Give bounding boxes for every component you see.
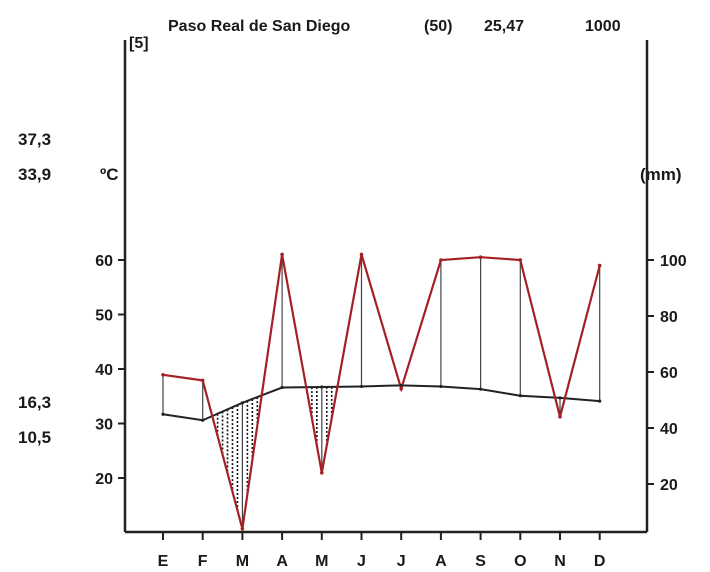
abs-min-temp: 10,5 (18, 428, 51, 447)
observation-years: (50) (424, 18, 452, 35)
precipitation-point (558, 415, 562, 419)
temperature-point (518, 394, 522, 398)
temperature-point (399, 383, 403, 387)
station-name: Paso Real de San Diego (168, 18, 351, 35)
temperature-point (439, 384, 443, 389)
precipitation-point (597, 263, 602, 268)
right-axis-label: (mm) (640, 165, 682, 184)
precipitation-point (200, 378, 205, 383)
abs-max-temp: 37,3 (18, 130, 51, 149)
x-tick-label: A (276, 553, 288, 570)
temperature-point (558, 396, 562, 400)
left-tick-label: 40 (95, 362, 113, 379)
x-tick-label: E (158, 553, 169, 570)
right-tick-label: 100 (660, 253, 687, 270)
annual-mean-temp: 25,47 (484, 18, 524, 35)
left-tick-label: 30 (95, 417, 113, 434)
precipitation-point (478, 255, 483, 259)
temperature-point (479, 387, 483, 391)
x-tick-label: D (594, 553, 606, 570)
annual-precip: 1000 (585, 18, 621, 35)
precipitation-point (280, 252, 284, 257)
mean-max-temp: 33,9 (18, 165, 51, 184)
temperature-point (359, 384, 364, 389)
temperature-point (320, 385, 324, 389)
temperature-point (240, 401, 244, 405)
temperature-point (598, 399, 602, 403)
x-tick-label: A (435, 553, 447, 570)
right-tick-label: 40 (660, 421, 678, 438)
right-tick-label: 80 (660, 309, 678, 326)
temperature-line (162, 384, 600, 422)
precipitation-point (518, 258, 523, 262)
x-tick-label: F (198, 553, 208, 570)
precipitation-point (359, 252, 364, 257)
right-tick-label: 60 (660, 365, 678, 382)
precipitation-point (399, 387, 404, 391)
x-tick-label: O (514, 553, 526, 570)
left-tick-label: 20 (95, 471, 113, 488)
left-tick-label: 50 (95, 308, 113, 325)
plot-axes (123, 40, 649, 534)
right-tick-label: 20 (660, 477, 678, 494)
plot-fills (162, 254, 601, 529)
precipitation-point (240, 527, 245, 531)
left-tick-label: 60 (95, 253, 113, 270)
precipitation-point (161, 373, 165, 377)
precipitation-line (162, 254, 601, 530)
side-values: 37,3 33,9 16,3 10,5 ºC (mm) (18, 130, 682, 447)
chart-header: Paso Real de San Diego (50) 25,47 1000 [… (129, 18, 621, 52)
plot-lines (161, 252, 602, 531)
x-tick-label: M (315, 553, 328, 570)
temp-years-note: [5] (129, 35, 149, 52)
axis-ticks: 20 30 40 50 60 20 40 60 80 100 E F M A M J J A S O N D (95, 253, 687, 570)
x-tick-label: J (397, 553, 406, 570)
x-tick-label: M (236, 553, 249, 570)
precipitation-point (439, 258, 443, 262)
precipitation-point (320, 471, 324, 475)
x-tick-label: N (554, 553, 566, 570)
temperature-point (161, 412, 165, 416)
temperature-point (201, 418, 205, 422)
mean-min-temp: 16,3 (18, 393, 51, 412)
x-tick-label: J (357, 553, 366, 570)
temperature-point (280, 385, 284, 390)
left-axis-label: ºC (100, 165, 119, 184)
x-tick-label: S (475, 553, 486, 570)
